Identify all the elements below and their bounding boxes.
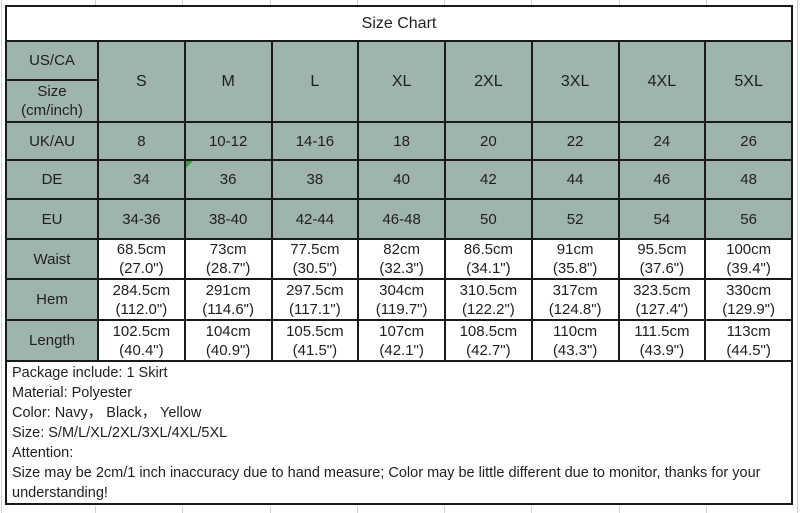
table-cell: 317cm (124.8") (532, 280, 618, 319)
table-cell: 8 (99, 123, 184, 159)
spreadsheet-gridline (706, 506, 707, 513)
note-line-attention: Attention: (12, 445, 74, 461)
table-cell: 86.5cm (34.1") (446, 240, 531, 278)
size-chart-table: Size Chart US/CA S M L XL 2XL 3XL 4XL 5X… (5, 5, 793, 505)
cell-error-indicator-icon (185, 161, 193, 168)
spreadsheet-gridline (357, 0, 358, 5)
row-label-de: DE (7, 161, 97, 198)
spreadsheet-gridline (270, 506, 271, 513)
row-label-length: Length (7, 321, 97, 360)
table-cell: 42 (446, 161, 531, 198)
notes-block: Package include: 1 Skirt Material: Polye… (7, 362, 791, 503)
table-cell: 104cm (40.9") (185, 321, 271, 360)
table-cell: 310.5cm (122.2") (446, 280, 531, 319)
size-col-header-m: M (185, 42, 271, 121)
spreadsheet-gridline (619, 0, 620, 5)
table-cell: 48 (706, 161, 791, 198)
table-cell: 297.5cm (117.1") (272, 280, 358, 319)
table-cell: 34 (99, 161, 184, 198)
row-label-eu: EU (7, 200, 97, 238)
table-cell: 52 (532, 200, 618, 238)
table-cell: 44 (532, 161, 618, 198)
table-cell: 20 (446, 123, 531, 159)
table-cell: 77.5cm (30.5") (272, 240, 358, 278)
spreadsheet-gridline (797, 0, 798, 513)
table-cell: 68.5cm (27.0") (99, 240, 184, 278)
spreadsheet-gridline (444, 0, 445, 5)
spreadsheet-gridline (95, 506, 96, 513)
table-cell: 323.5cm (127.4") (619, 280, 705, 319)
spreadsheet-gridline (357, 506, 358, 513)
table-cell: 38 (272, 161, 358, 198)
table-cell: 56 (706, 200, 791, 238)
table-cell: 42-44 (272, 200, 358, 238)
table-cell: 291cm (114.6") (185, 280, 271, 319)
table-cell: 46-48 (359, 200, 444, 238)
row-label-hem: Hem (7, 280, 97, 319)
table-cell: 50 (446, 200, 531, 238)
size-col-header-l: L (272, 42, 358, 121)
table-cell: 102.5cm (40.4") (99, 321, 184, 360)
cell-value: 36 (219, 171, 237, 188)
note-line-material: Material: Polyester (12, 385, 133, 401)
table-cell: 10-12 (185, 123, 271, 159)
corner-label-top: US/CA (7, 42, 97, 79)
row-label-waist: Waist (7, 240, 97, 278)
spreadsheet-gridline (619, 506, 620, 513)
size-col-header-xl: XL (359, 42, 444, 121)
note-line-disclaimer: Size may be 2cm/1 inch inaccuracy due to… (12, 465, 761, 501)
table-cell: 284.5cm (112.0") (99, 280, 184, 319)
table-cell: 304cm (119.7") (359, 280, 444, 319)
spreadsheet-gridline (444, 506, 445, 513)
table-cell: 38-40 (185, 200, 271, 238)
size-col-header-5xl: 5XL (706, 42, 791, 121)
table-cell: 100cm (39.4") (706, 240, 791, 278)
table-cell: 95.5cm (37.6") (619, 240, 705, 278)
note-line-package: Package include: 1 Skirt (12, 365, 168, 381)
table-cell: 24 (619, 123, 705, 159)
spreadsheet-gridline (1, 0, 2, 513)
note-line-color: Color: Navy， Black， Yellow (12, 405, 202, 421)
note-line-size: Size: S/M/L/XL/2XL/3XL/4XL/5XL (12, 425, 228, 441)
table-cell: 113cm (44.5") (706, 321, 791, 360)
table-cell: 36 (185, 161, 271, 198)
spreadsheet-gridline (182, 0, 183, 5)
table-cell: 34-36 (99, 200, 184, 238)
table-cell: 22 (532, 123, 618, 159)
table-cell: 14-16 (272, 123, 358, 159)
spreadsheet-gridline (95, 0, 96, 5)
spreadsheet-gridline (182, 506, 183, 513)
corner-label-bottom: Size (cm/inch) (7, 81, 97, 121)
table-cell: 111.5cm (43.9") (619, 321, 705, 360)
spreadsheet-gridline (531, 506, 532, 513)
table-cell: 330cm (129.9") (706, 280, 791, 319)
row-label-ukau: UK/AU (7, 123, 97, 159)
chart-title: Size Chart (7, 7, 791, 40)
size-col-header-4xl: 4XL (619, 42, 705, 121)
table-cell: 46 (619, 161, 705, 198)
size-col-header-3xl: 3XL (532, 42, 618, 121)
spreadsheet-gridline (706, 0, 707, 5)
table-cell: 82cm (32.3") (359, 240, 444, 278)
size-col-header-2xl: 2XL (446, 42, 531, 121)
table-cell: 54 (619, 200, 705, 238)
table-cell: 40 (359, 161, 444, 198)
table-cell: 18 (359, 123, 444, 159)
spreadsheet-gridline (531, 0, 532, 5)
size-col-header-s: S (99, 42, 184, 121)
table-cell: 91cm (35.8") (532, 240, 618, 278)
table-cell: 73cm (28.7") (185, 240, 271, 278)
table-cell: 110cm (43.3") (532, 321, 618, 360)
spreadsheet-gridline (270, 0, 271, 5)
table-cell: 105.5cm (41.5") (272, 321, 358, 360)
table-cell: 107cm (42.1") (359, 321, 444, 360)
table-cell: 108.5cm (42.7") (446, 321, 531, 360)
table-cell: 26 (706, 123, 791, 159)
